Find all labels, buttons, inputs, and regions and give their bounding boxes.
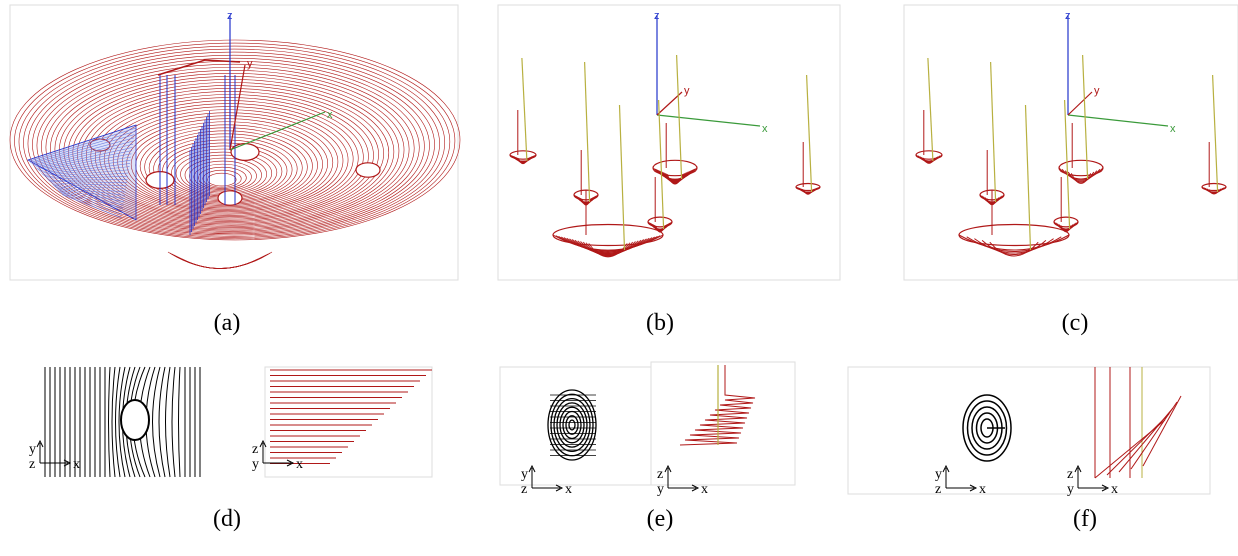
- arrow: [529, 466, 562, 491]
- axis-label: x: [327, 109, 333, 121]
- axis-label: x: [296, 457, 303, 472]
- axis-indicator: zy x: [657, 466, 708, 497]
- axis-label: y: [935, 467, 942, 482]
- axis-label: y: [1067, 482, 1074, 497]
- arrow: [665, 466, 698, 491]
- tool-line: [522, 58, 527, 161]
- panel-label: (e): [647, 506, 674, 532]
- tool-line: [659, 100, 664, 229]
- figure: zyxzyxzyxyzxzyxyzxzyxyzxzyx(a)(b)(c)(d)(…: [0, 0, 1238, 556]
- hole: [121, 400, 149, 440]
- dish-render: [10, 40, 460, 269]
- pocket: [218, 191, 242, 205]
- arrow: [943, 466, 976, 491]
- panel-label: (a): [214, 310, 241, 336]
- contour: [172, 367, 175, 477]
- axis-label: y: [1094, 85, 1100, 97]
- pocket-rim: [1059, 160, 1103, 175]
- axis-label: z: [252, 442, 258, 457]
- axis-label: z: [1065, 10, 1071, 22]
- toolpath-ring: [189, 161, 256, 191]
- axis-label: x: [701, 482, 708, 497]
- axis-label: y: [521, 467, 528, 482]
- tool-line: [585, 62, 590, 202]
- contour: [179, 367, 181, 477]
- panel-label: (c): [1062, 310, 1089, 336]
- slice-view: [963, 367, 1181, 478]
- pocket: [356, 163, 380, 177]
- axis-label: z: [29, 457, 35, 472]
- pocket-rim: [1202, 184, 1226, 191]
- axis-label: x: [762, 123, 768, 135]
- tool-line: [991, 62, 996, 202]
- axis-label: z: [657, 467, 663, 482]
- axis-indicator: zy x: [252, 441, 303, 472]
- axis-label: z: [654, 10, 660, 22]
- pocket-rim: [648, 217, 672, 227]
- axis-indicator: yz x: [935, 466, 986, 497]
- diagonal-pass: [1131, 402, 1177, 469]
- axis-indicator: yz x: [521, 466, 572, 497]
- axis-label: x: [1111, 482, 1118, 497]
- pocket-paths: [916, 55, 1226, 256]
- toolpath-ring: [203, 170, 241, 187]
- panel-label: (d): [213, 506, 241, 532]
- y-axis: [1068, 92, 1092, 115]
- axis-label: z: [227, 10, 233, 22]
- pocket-rim: [796, 184, 820, 191]
- axis-label: y: [252, 457, 259, 472]
- ring: [557, 403, 587, 447]
- axis-label: x: [73, 457, 80, 472]
- pocket-rim: [510, 151, 536, 159]
- pocket-pass: [967, 237, 1062, 252]
- axis-label: x: [565, 482, 572, 497]
- pocket-rim: [1054, 217, 1078, 227]
- panel-label: (b): [646, 310, 674, 336]
- contour: [166, 367, 171, 477]
- axis-label: z: [935, 482, 941, 497]
- tool-line: [1026, 105, 1031, 250]
- axis-label: x: [1170, 123, 1176, 135]
- axis-label: y: [657, 482, 664, 497]
- pocket-rim: [959, 225, 1069, 246]
- toolpath-ring: [181, 155, 267, 193]
- diagonal-pass: [1143, 396, 1181, 466]
- axis-triad: z y x: [654, 10, 768, 135]
- tool-line: [1213, 75, 1218, 192]
- contour: [159, 367, 165, 477]
- panel-label: (f): [1073, 506, 1097, 532]
- axis-label: x: [979, 482, 986, 497]
- contour: [109, 367, 111, 477]
- toolpath-ring: [207, 173, 236, 186]
- bowl-ring: [182, 259, 258, 269]
- tool-line: [1065, 100, 1070, 229]
- diagonal-pass: [1119, 408, 1173, 472]
- ring: [569, 420, 575, 430]
- axis-label: z: [521, 482, 527, 497]
- pocket-pass: [982, 240, 1046, 254]
- contour: [112, 367, 115, 477]
- tool-line: [620, 105, 625, 250]
- axis-label: y: [29, 442, 36, 457]
- pocket-rim: [653, 160, 697, 175]
- slice-view: [45, 367, 432, 477]
- ring: [566, 416, 578, 434]
- axis-label: y: [684, 85, 690, 97]
- pocket-paths: [510, 55, 820, 257]
- axis-triad: z y x: [1065, 10, 1176, 135]
- x-axis: [1068, 115, 1168, 126]
- axis-label: y: [247, 58, 253, 70]
- arrow: [1075, 466, 1108, 491]
- x-axis: [657, 115, 760, 126]
- tool-line: [807, 75, 812, 192]
- axis-label: z: [1067, 467, 1073, 482]
- pocket-rim: [553, 225, 663, 246]
- tool-line: [928, 58, 933, 161]
- pocket-rim: [916, 151, 942, 159]
